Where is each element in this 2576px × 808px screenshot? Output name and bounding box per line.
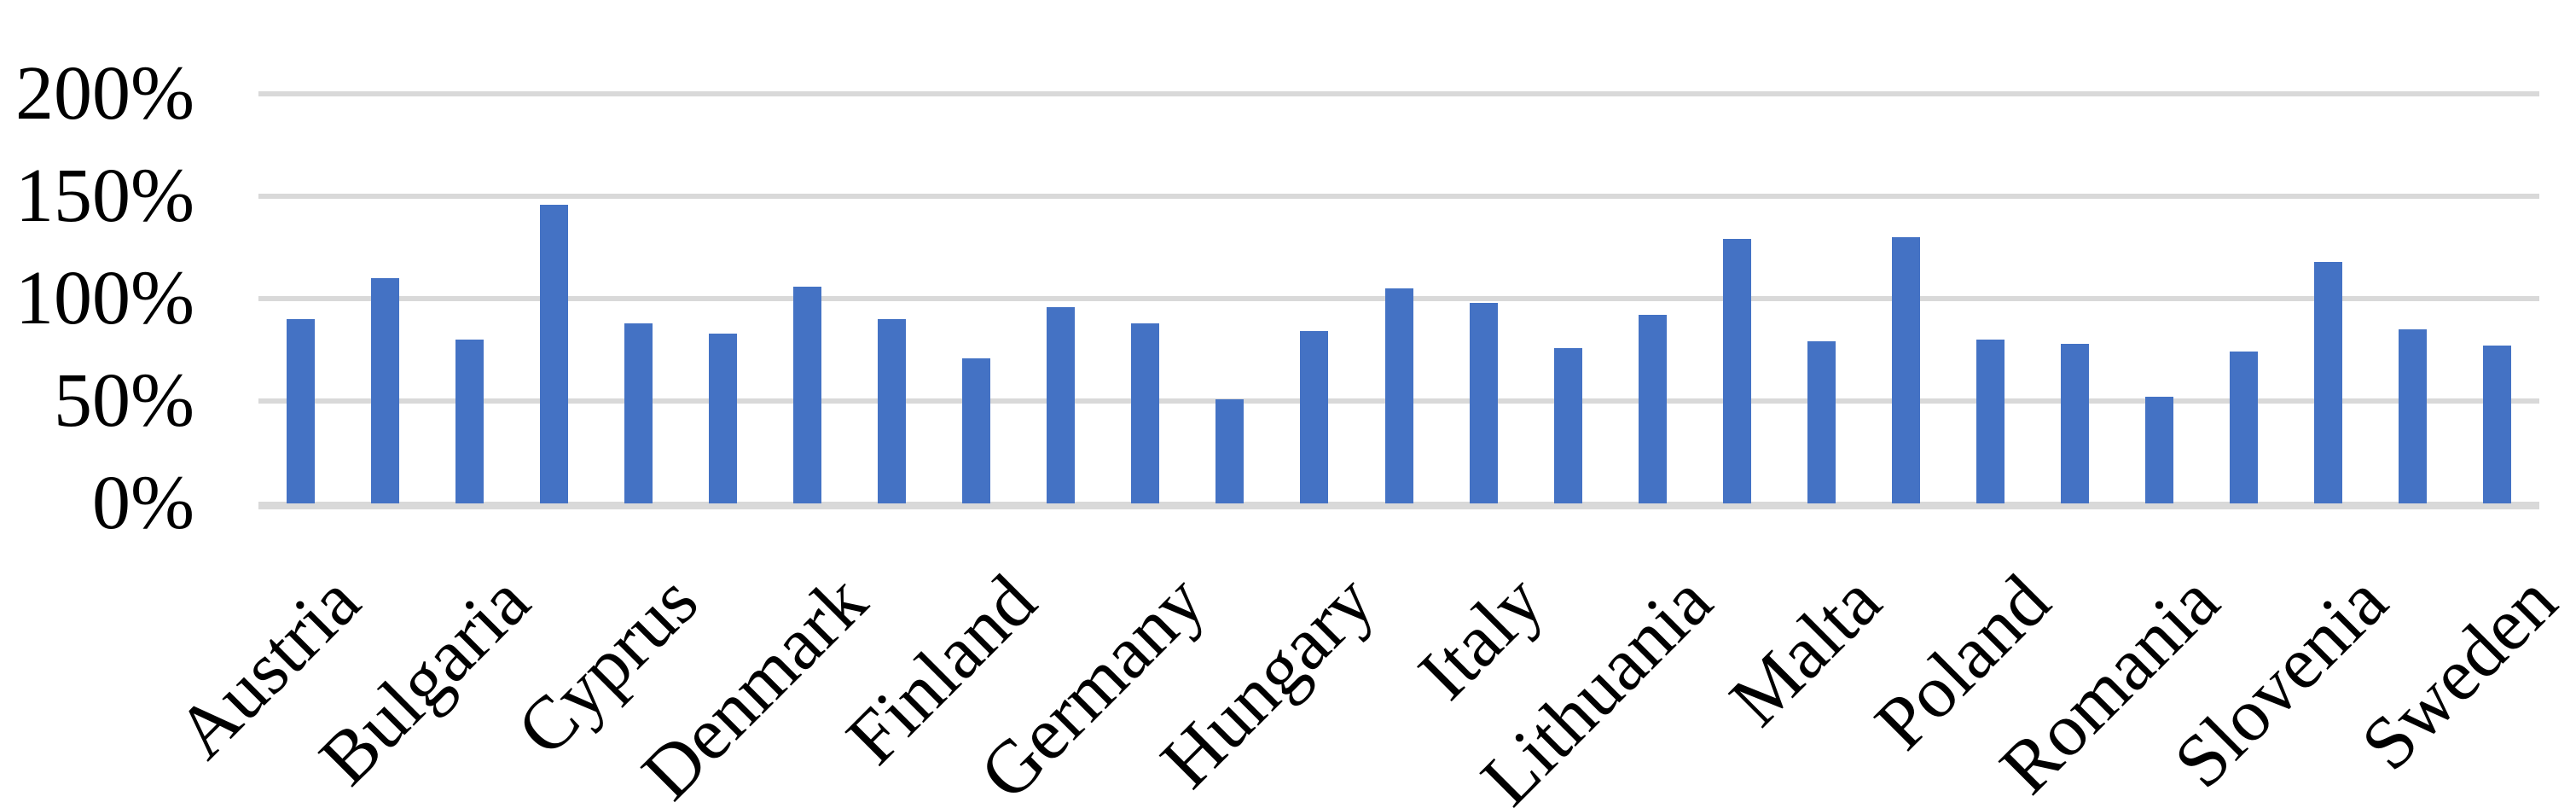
bar <box>540 204 569 503</box>
bar <box>793 286 822 503</box>
bar <box>1807 341 1836 503</box>
bar <box>1553 347 1582 503</box>
bar <box>1722 239 1751 503</box>
bar <box>624 323 653 503</box>
bar <box>1891 237 1920 503</box>
bar <box>1047 306 1076 503</box>
gridline <box>258 194 2539 199</box>
y-axis-tick-label: 200% <box>15 51 194 136</box>
bar <box>2398 329 2427 503</box>
bar <box>1384 288 1413 503</box>
bar <box>2060 343 2089 503</box>
y-axis-tick-label: 50% <box>54 358 194 443</box>
x-axis-category-label: Italy <box>1402 559 1559 716</box>
bar <box>2229 352 2258 503</box>
x-axis-category-label: Sweden <box>2346 559 2573 787</box>
bar <box>709 333 738 503</box>
bar <box>455 340 484 503</box>
bar <box>1215 398 1244 503</box>
bar <box>1131 323 1160 503</box>
x-axis-line <box>258 502 2539 509</box>
bar <box>2313 261 2342 503</box>
bar <box>2482 346 2511 503</box>
gridline <box>258 91 2539 96</box>
bar <box>878 319 907 503</box>
bar <box>962 357 991 503</box>
bar <box>371 278 400 503</box>
y-axis-tick-label: 0% <box>92 461 194 545</box>
bar <box>2144 397 2173 503</box>
bar <box>287 319 316 503</box>
bar <box>1638 315 1667 503</box>
bar <box>1469 302 1498 503</box>
bar <box>1300 331 1329 503</box>
y-axis-tick-label: 150% <box>15 154 194 238</box>
bar <box>1976 340 2005 503</box>
y-axis-tick-label: 100% <box>15 256 194 340</box>
